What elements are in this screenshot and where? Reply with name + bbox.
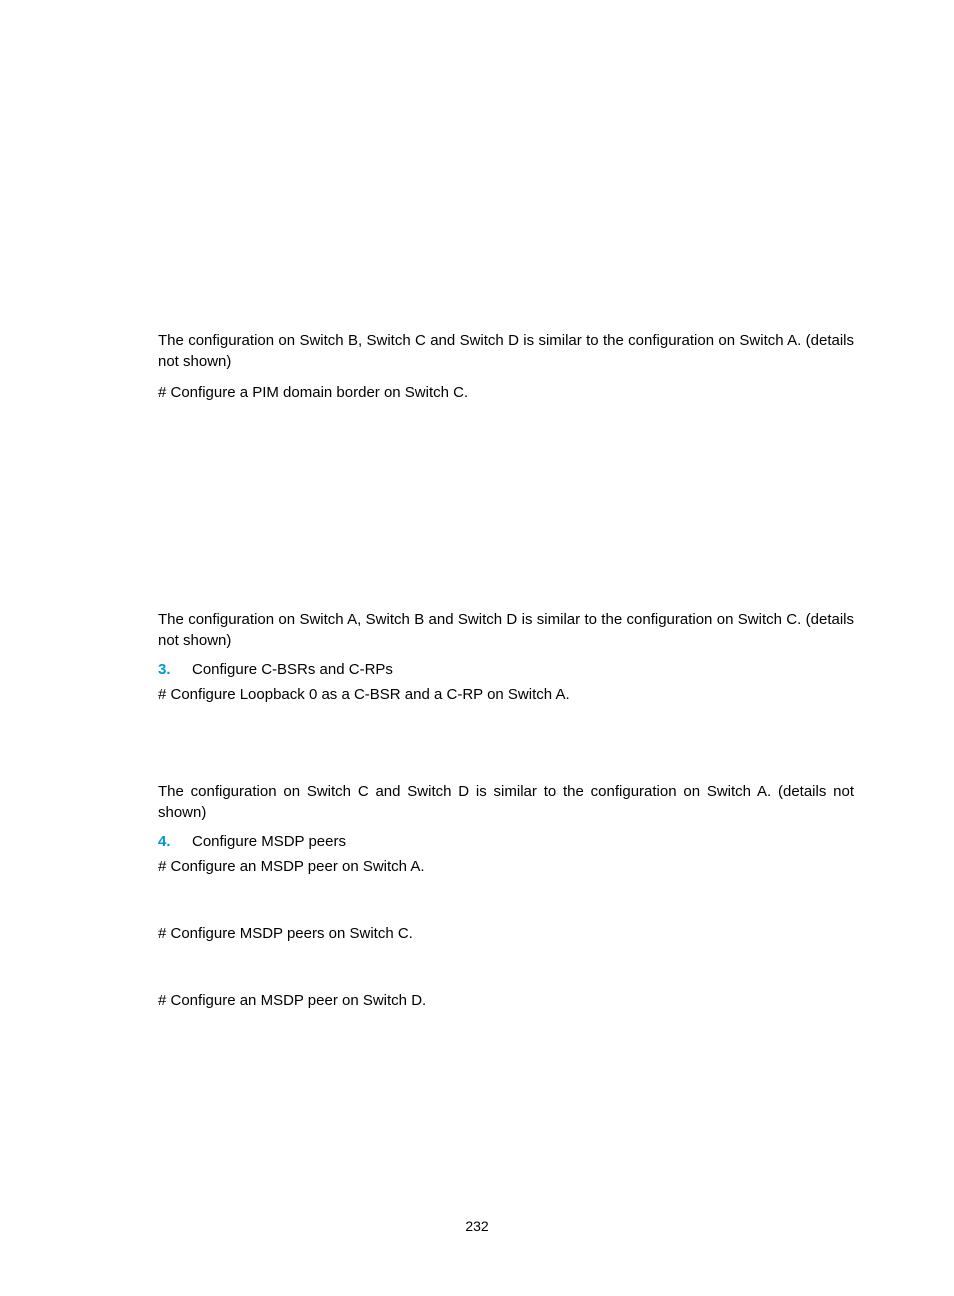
paragraph: The configuration on Switch C and Switch…: [158, 781, 854, 823]
paragraph: The configuration on Switch A, Switch B …: [158, 609, 854, 651]
config-step: # Configure an MSDP peer on Switch A.: [158, 856, 854, 877]
spacer: [158, 887, 854, 917]
spacer: [158, 715, 854, 781]
ordered-list-item: 4. Configure MSDP peers: [158, 833, 854, 850]
config-step: # Configure Loopback 0 as a C-BSR and a …: [158, 684, 854, 705]
config-step: # Configure MSDP peers on Switch C.: [158, 923, 854, 944]
ordered-list-item: 3. Configure C-BSRs and C-RPs: [158, 661, 854, 678]
list-number: 4.: [158, 833, 192, 850]
list-number: 3.: [158, 661, 192, 678]
list-text: Configure MSDP peers: [192, 833, 346, 850]
spacer: [158, 413, 854, 609]
spacer: [158, 954, 854, 984]
list-text: Configure C-BSRs and C-RPs: [192, 661, 393, 678]
config-step: # Configure an MSDP peer on Switch D.: [158, 990, 854, 1011]
page: The configuration on Switch B, Switch C …: [0, 0, 954, 1296]
paragraph: The configuration on Switch B, Switch C …: [158, 330, 854, 372]
config-step: # Configure a PIM domain border on Switc…: [158, 382, 854, 403]
page-number: 232: [0, 1218, 954, 1234]
